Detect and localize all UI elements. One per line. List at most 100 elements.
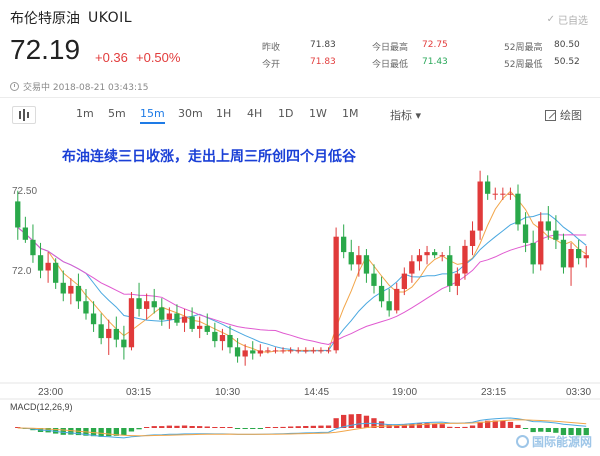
x-tick-label: 14:45 [304, 387, 330, 398]
candle-body [53, 262, 59, 283]
stat-label: 今日最高 [372, 43, 409, 53]
candle-body [303, 350, 309, 352]
timeframe-4h[interactable]: 4H [247, 107, 263, 120]
check-icon: ✓ [546, 14, 555, 25]
macd-bar [204, 426, 210, 428]
macd-bar [265, 427, 271, 428]
stat-value: 80.50 [554, 40, 580, 50]
ma-line-5 [17, 190, 587, 353]
macd-bar [310, 425, 316, 428]
macd-bar [234, 428, 241, 429]
candle-body [378, 285, 385, 302]
stat-value: 71.83 [310, 57, 336, 67]
macd-bar [583, 428, 589, 436]
macd-bar [447, 426, 453, 428]
candle-body [439, 255, 445, 257]
candle-body [530, 242, 536, 265]
macd-bar [576, 428, 582, 436]
macd-bar [272, 427, 279, 428]
timeframe-1w[interactable]: 1W [309, 107, 327, 120]
macd-bar [197, 426, 203, 428]
stat-label: 昨收 [262, 43, 281, 53]
candle-body [113, 328, 119, 340]
favorite-toggle[interactable]: ✓ 已自选 [547, 12, 588, 27]
candle-body [500, 193, 506, 195]
candle-body [469, 230, 476, 246]
candle-body [356, 255, 362, 265]
macd-bar [257, 428, 263, 429]
timeframe-30m[interactable]: 30m [178, 107, 203, 120]
candle-body [454, 273, 460, 286]
macd-bar [189, 426, 195, 428]
macd-bar [15, 427, 21, 428]
instrument-code: UKOIL [88, 10, 133, 26]
macd-bar [333, 418, 339, 428]
macd-bar [295, 426, 301, 428]
candle-body [128, 298, 135, 348]
macd-bar [416, 423, 423, 428]
timeframe-5m[interactable]: 5m [108, 107, 126, 120]
candle-body [83, 301, 89, 314]
macd-label: MACD(12,26,9) [10, 402, 73, 412]
candle-body [234, 347, 241, 357]
candle-body [75, 285, 82, 302]
candle-body [181, 316, 188, 323]
candle-body [37, 255, 44, 271]
macd-bar [136, 428, 142, 430]
macd-bar [530, 428, 536, 433]
macd-bar [522, 428, 529, 429]
macd-bar [60, 428, 66, 435]
candle-body [189, 316, 195, 329]
timeframe-1h[interactable]: 1H [216, 107, 232, 120]
macd-bar [356, 414, 362, 428]
macd-bar [378, 421, 385, 428]
caret-down-icon: ▾ [415, 109, 422, 122]
price-change-percent: +0.50% [136, 50, 181, 65]
watermark-text: 国际能源网 [531, 435, 592, 449]
candle-body [522, 224, 529, 243]
candle-body [341, 236, 347, 253]
macd-bar [318, 425, 324, 428]
macd-bar [477, 421, 483, 428]
candle-body [560, 239, 567, 268]
timeframe-1d[interactable]: 1D [278, 107, 294, 120]
draw-button[interactable]: 绘图 [545, 107, 582, 123]
stat-label: 今开 [262, 60, 281, 70]
candle-body [280, 350, 286, 352]
macd-dif-line [17, 417, 587, 439]
macd-bar [432, 423, 438, 428]
price-chart[interactable] [0, 130, 600, 456]
candle-body [60, 282, 66, 294]
candlestick-type-button[interactable] [12, 106, 36, 124]
macd-bar [568, 428, 574, 435]
candle-body [151, 301, 157, 308]
timeframe-1m[interactable]: 1m [76, 107, 94, 120]
candle-body [136, 298, 142, 309]
instrument-title: 布伦特原油 UKOIL [10, 8, 132, 28]
macd-bar [469, 425, 476, 428]
timeframe-15m[interactable]: 15m [140, 107, 165, 124]
stat-label: 今日最低 [372, 60, 409, 70]
candle-body [583, 255, 589, 259]
candle-body [507, 193, 514, 195]
candle-body [462, 245, 468, 274]
macd-bar [151, 426, 157, 428]
x-tick-label: 10:30 [215, 387, 241, 398]
candle-body [30, 239, 36, 256]
x-tick-label: 23:00 [38, 387, 64, 398]
stat-label: 52周最高 [504, 43, 543, 53]
candle-body [98, 324, 104, 339]
candle-body [394, 288, 400, 311]
ma-line-10 [17, 213, 587, 352]
candle-body [242, 350, 248, 357]
candle-body [485, 181, 491, 194]
macd-bar [545, 428, 551, 432]
indicator-dropdown[interactable]: 指标 ▾ [390, 107, 421, 123]
macd-bar [68, 428, 74, 435]
candle-body [515, 193, 521, 225]
candle-body [166, 313, 172, 320]
price-change: +0.36 [95, 50, 128, 65]
candle-body [310, 350, 316, 352]
timeframe-1m-month[interactable]: 1M [342, 107, 359, 120]
candle-body [257, 350, 263, 354]
